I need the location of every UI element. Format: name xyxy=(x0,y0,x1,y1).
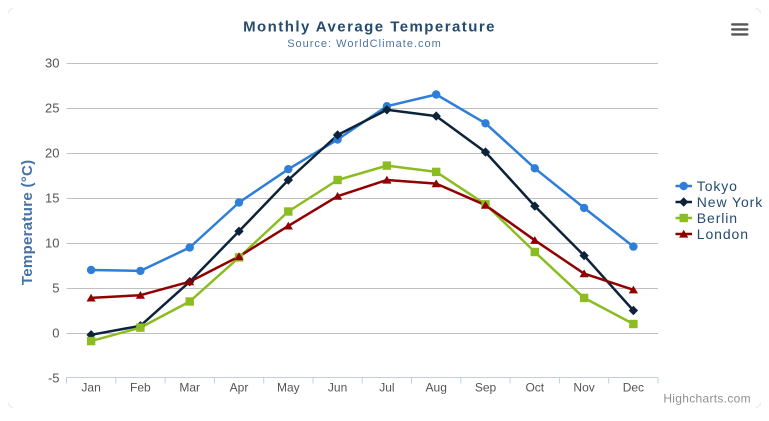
svg-text:5: 5 xyxy=(52,281,59,296)
svg-text:Highcharts.com: Highcharts.com xyxy=(663,392,751,406)
svg-text:Oct: Oct xyxy=(525,381,544,395)
svg-text:Aug: Aug xyxy=(426,381,447,395)
svg-text:Jan: Jan xyxy=(81,381,100,395)
svg-text:25: 25 xyxy=(45,101,59,116)
svg-text:15: 15 xyxy=(45,191,59,206)
svg-text:Nov: Nov xyxy=(573,381,594,395)
svg-text:Monthly Average Temperature: Monthly Average Temperature xyxy=(243,18,496,35)
svg-text:10: 10 xyxy=(45,236,59,251)
svg-text:Berlin: Berlin xyxy=(697,210,738,226)
svg-text:Dec: Dec xyxy=(623,381,644,395)
svg-text:Jul: Jul xyxy=(379,381,394,395)
svg-text:Apr: Apr xyxy=(230,381,249,395)
svg-text:Feb: Feb xyxy=(130,381,151,395)
svg-text:May: May xyxy=(277,381,300,395)
svg-text:New York: New York xyxy=(697,194,763,210)
svg-text:Mar: Mar xyxy=(179,381,200,395)
svg-text:London: London xyxy=(697,226,749,242)
svg-text:Source: WorldClimate.com: Source: WorldClimate.com xyxy=(287,38,442,50)
svg-text:Temperature (°C): Temperature (°C) xyxy=(19,160,36,286)
svg-text:0: 0 xyxy=(52,326,59,341)
svg-text:-5: -5 xyxy=(48,371,60,386)
svg-text:Sep: Sep xyxy=(475,381,497,395)
svg-text:30: 30 xyxy=(45,56,59,71)
svg-text:Jun: Jun xyxy=(328,381,347,395)
svg-text:20: 20 xyxy=(45,146,59,161)
svg-text:Tokyo: Tokyo xyxy=(697,178,738,194)
